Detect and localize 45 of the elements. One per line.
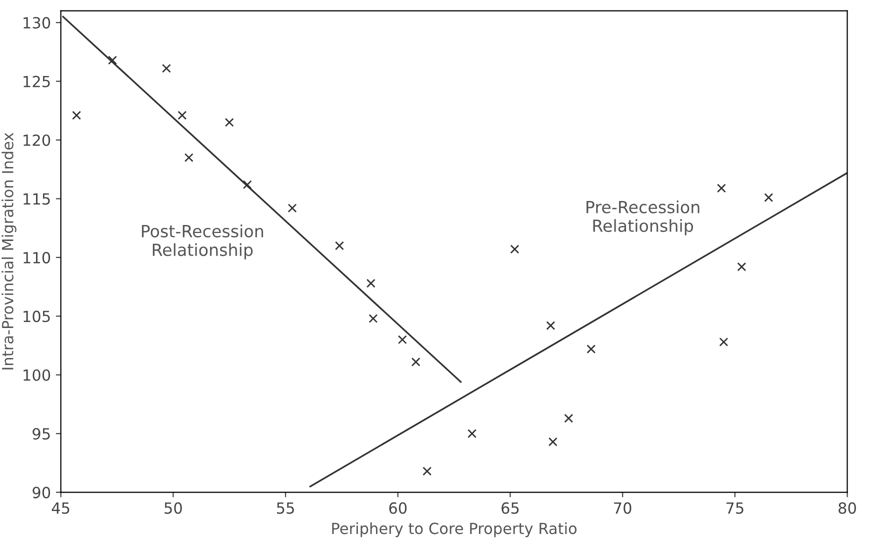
x-tick-label: 75 <box>726 502 744 514</box>
point <box>716 184 726 193</box>
point <box>546 321 556 330</box>
point <box>224 118 234 127</box>
point <box>564 414 574 423</box>
x-tick-label: 50 <box>164 502 182 514</box>
point <box>719 337 728 346</box>
x-tick-label: 80 <box>838 502 856 514</box>
x-tick-label: 65 <box>502 502 519 514</box>
point <box>288 204 297 213</box>
point <box>366 278 376 288</box>
point <box>334 241 344 250</box>
point <box>737 262 746 272</box>
point <box>510 244 520 254</box>
x-tick-label: 55 <box>276 502 294 514</box>
y-tick-label: 90 <box>32 486 50 498</box>
point <box>184 153 194 162</box>
y-tick-label: 105 <box>24 310 50 322</box>
y-tick-label: 120 <box>24 134 50 146</box>
y-tick-label: 115 <box>24 193 50 205</box>
point <box>586 344 596 354</box>
x-axis-title: Periphery to Core Property Ratio <box>332 522 577 538</box>
annotation: Pre-Recession Relationship <box>586 200 700 236</box>
y-tick-label: 130 <box>24 17 50 29</box>
point <box>398 335 407 344</box>
point <box>411 357 420 366</box>
annotation: Post-Recession Relationship <box>142 224 264 260</box>
point <box>422 466 432 476</box>
point <box>548 437 558 446</box>
point <box>162 64 171 73</box>
x-tick-label: 60 <box>389 502 407 514</box>
x-tick-label: 70 <box>614 502 632 514</box>
point <box>468 429 477 438</box>
point <box>178 110 187 120</box>
point <box>242 180 252 190</box>
point <box>368 314 378 324</box>
y-tick-label: 100 <box>24 369 50 381</box>
point <box>72 110 82 120</box>
y-tick-label: 95 <box>32 428 50 440</box>
x-tick-label: 45 <box>52 502 70 514</box>
point <box>108 56 118 65</box>
y-axis-title: Intra-Provincial Migration Index <box>2 132 16 370</box>
y-tick-label: 125 <box>24 76 50 88</box>
point <box>764 193 774 202</box>
y-tick-label: 110 <box>24 252 50 264</box>
